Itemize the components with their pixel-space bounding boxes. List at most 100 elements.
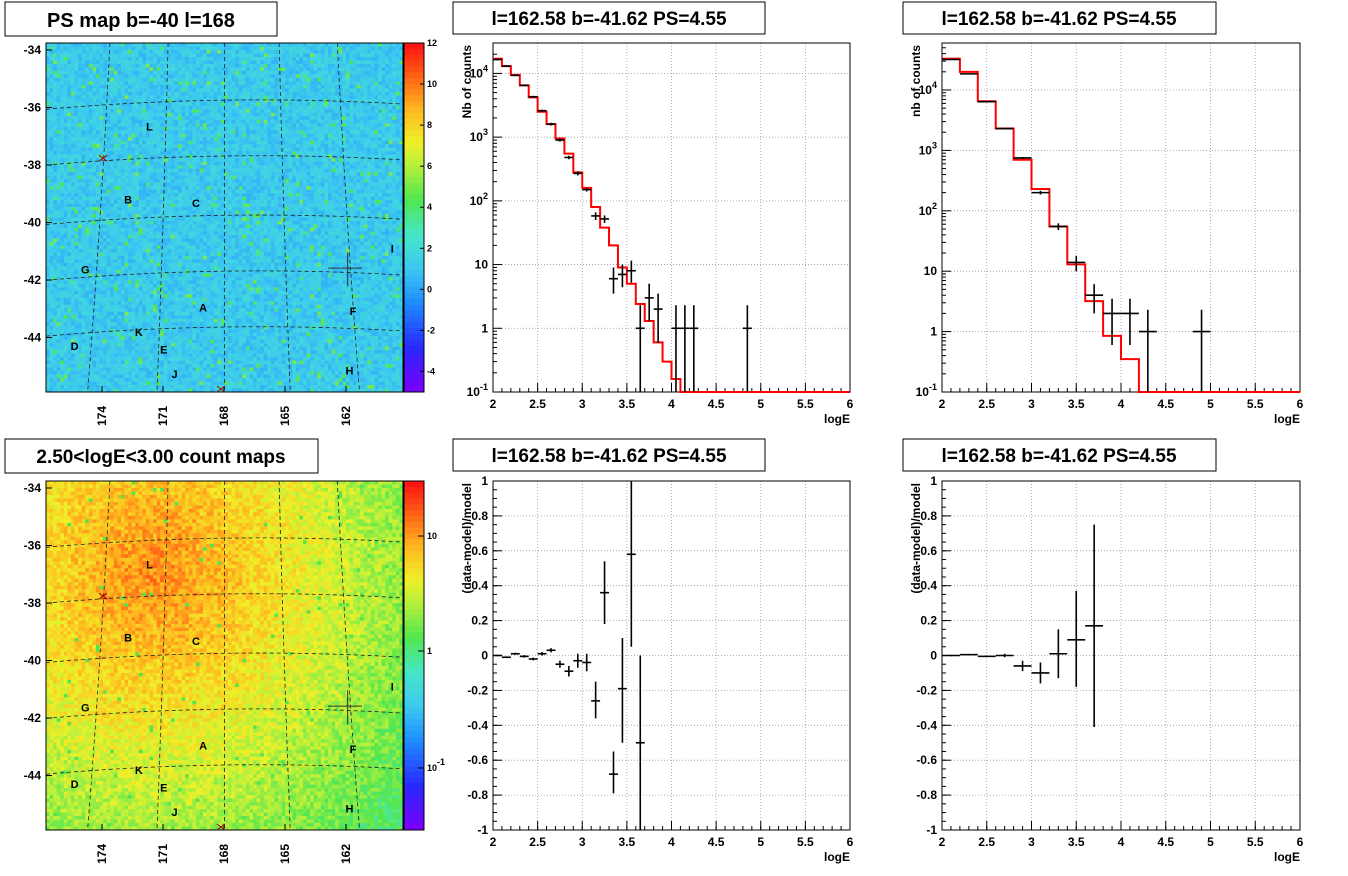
- heatmap-cell: [171, 333, 175, 337]
- heatmap-cell: [203, 141, 207, 145]
- heatmap-cell: [103, 74, 107, 78]
- heatmap-cell: [71, 252, 75, 256]
- heatmap-cell: [114, 378, 118, 382]
- heatmap-cell: [189, 249, 193, 253]
- heatmap-cell: [178, 329, 182, 333]
- heatmap-cell: [107, 291, 111, 295]
- heatmap-cell: [117, 197, 121, 201]
- heatmap-cell: [200, 354, 204, 358]
- heatmap-cell: [78, 57, 82, 61]
- heatmap-cell: [71, 312, 75, 316]
- heatmap-cell: [139, 375, 143, 379]
- heatmap-cell: [178, 252, 182, 256]
- heatmap-cell: [185, 350, 189, 354]
- heatmap-cell: [71, 57, 75, 61]
- heatmap-cell: [75, 144, 79, 148]
- heatmap-cell: [57, 165, 61, 169]
- heatmap-cell: [114, 50, 118, 54]
- heatmap-cell: [167, 238, 171, 242]
- heatmap-cell: [117, 326, 121, 330]
- heatmap-cell: [132, 280, 136, 284]
- heatmap-cell: [100, 67, 104, 71]
- heatmap-cell: [135, 165, 139, 169]
- heatmap-cell: [50, 287, 54, 291]
- heatmap-cell: [60, 361, 64, 365]
- heatmap-cell: [132, 249, 136, 253]
- heatmap-cell: [103, 228, 107, 232]
- heatmap-cell: [85, 81, 89, 85]
- heatmap-cell: [110, 378, 114, 382]
- heatmap-cell: [50, 364, 54, 368]
- heatmap-cell: [100, 134, 104, 138]
- heatmap-cell: [78, 357, 82, 361]
- heatmap-cell: [175, 120, 179, 124]
- heatmap-cell: [189, 228, 193, 232]
- heatmap-cell: [132, 186, 136, 190]
- heatmap-cell: [210, 371, 214, 375]
- heatmap-cell: [217, 92, 221, 96]
- heatmap-cell: [107, 242, 111, 246]
- heatmap-cell: [146, 60, 150, 64]
- heatmap-cell: [150, 301, 154, 305]
- heatmap-cell: [78, 298, 82, 302]
- heatmap-cell: [175, 322, 179, 326]
- heatmap-cell: [185, 364, 189, 368]
- heatmap-cell: [117, 81, 121, 85]
- heatmap-cell: [132, 312, 136, 316]
- heatmap-cell: [185, 231, 189, 235]
- heatmap-cell: [89, 57, 93, 61]
- heatmap-cell: [167, 193, 171, 197]
- heatmap-cell: [75, 312, 79, 316]
- heatmap-cell: [192, 53, 196, 57]
- heatmap-cell: [107, 315, 111, 319]
- heatmap-cell: [46, 95, 50, 99]
- heatmap-cell: [146, 172, 150, 176]
- heatmap-cell: [121, 172, 125, 176]
- heatmap-cell: [100, 74, 104, 78]
- heatmap-cell: [92, 343, 96, 347]
- heatmap-cell: [92, 141, 96, 145]
- heatmap-cell: [117, 235, 121, 239]
- heatmap-cell: [175, 270, 179, 274]
- heatmap-cell: [57, 148, 61, 152]
- heatmap-cell: [121, 57, 125, 61]
- heatmap-cell: [203, 238, 207, 242]
- heatmap-cell: [135, 85, 139, 89]
- heatmap-cell: [167, 301, 171, 305]
- heatmap-cell: [200, 224, 204, 228]
- heatmap-cell: [160, 71, 164, 75]
- heatmap-cell: [96, 74, 100, 78]
- heatmap-cell: [125, 211, 129, 215]
- heatmap-cell: [67, 120, 71, 124]
- heatmap-cell: [57, 350, 61, 354]
- heatmap-cell: [114, 197, 118, 201]
- heatmap-cell: [146, 204, 150, 208]
- heatmap-cell: [78, 343, 82, 347]
- heatmap-cell: [153, 357, 157, 361]
- heatmap-cell: [203, 116, 207, 120]
- heatmap-cell: [171, 263, 175, 267]
- heatmap-cell: [71, 120, 75, 124]
- heatmap-cell: [46, 43, 50, 47]
- heatmap-cell: [196, 71, 200, 75]
- heatmap-cell: [142, 319, 146, 323]
- heatmap-cell: [182, 378, 186, 382]
- heatmap-cell: [185, 336, 189, 340]
- heatmap-cell: [57, 134, 61, 138]
- heatmap-cell: [50, 172, 54, 176]
- heatmap-cell: [103, 333, 107, 337]
- heatmap-cell: [175, 81, 179, 85]
- heatmap-cell: [171, 256, 175, 260]
- heatmap-cell: [153, 298, 157, 302]
- heatmap-cell: [82, 193, 86, 197]
- heatmap-cell: [153, 347, 157, 351]
- heatmap-cell: [46, 85, 50, 89]
- heatmap-cell: [117, 382, 121, 386]
- heatmap-cell: [200, 123, 204, 127]
- heatmap-cell: [53, 214, 57, 218]
- heatmap-cell: [100, 259, 104, 263]
- heatmap-cell: [78, 315, 82, 319]
- heatmap-cell: [100, 116, 104, 120]
- heatmap-cell: [192, 74, 196, 78]
- heatmap-cell: [157, 113, 161, 117]
